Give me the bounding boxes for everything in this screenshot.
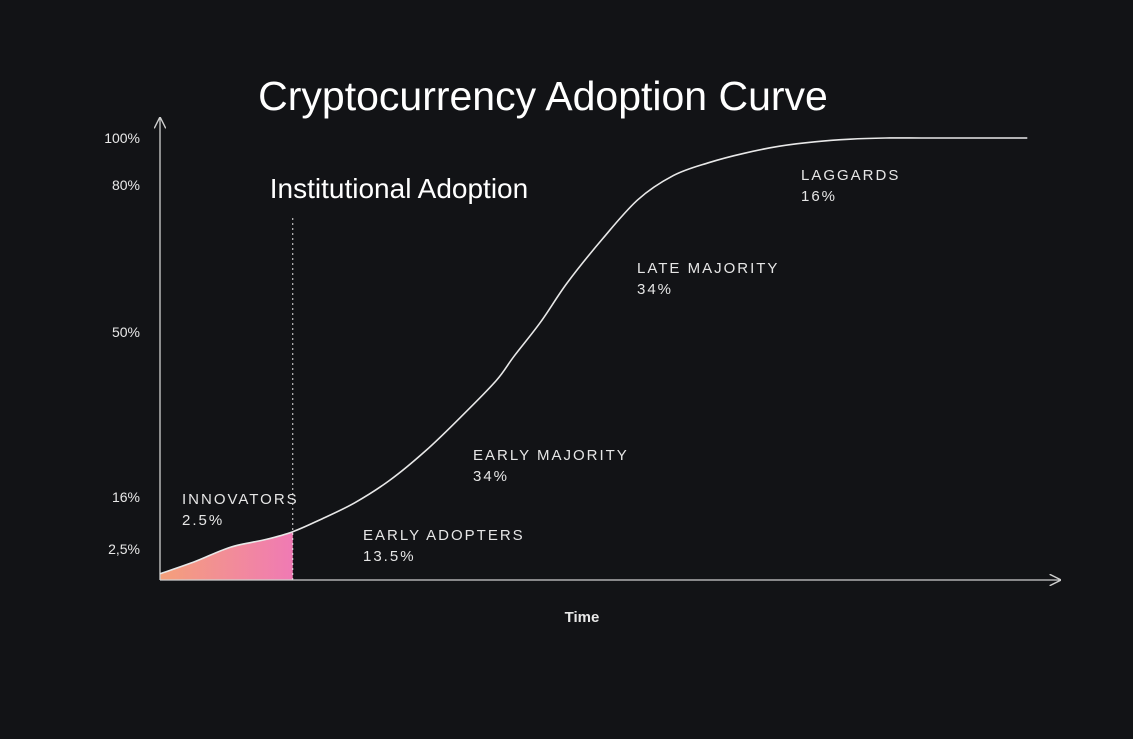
segment-share-label: 2.5%: [182, 512, 224, 529]
innovators-shaded-region: [160, 531, 293, 580]
segment-name-label: LATE MAJORITY: [637, 260, 779, 277]
segment-labels: INNOVATORS 2.5% EARLY ADOPTERS 13.5% EARLY M…: [182, 167, 900, 565]
y-tick-labels: 100% 80% 50% 16% 2,5%: [104, 130, 140, 557]
segment-name-label: LAGGARDS: [801, 167, 900, 184]
y-tick-label: 2,5%: [108, 541, 140, 557]
y-tick-label: 100%: [104, 130, 140, 146]
chart-title: Cryptocurrency Adoption Curve: [258, 73, 828, 119]
segment-share-label: 13.5%: [363, 548, 416, 565]
segment-name-label: EARLY ADOPTERS: [363, 527, 525, 544]
y-tick-label: 80%: [112, 177, 140, 193]
institutional-adoption-label: Institutional Adoption: [270, 173, 528, 204]
segment-name-label: EARLY MAJORITY: [473, 447, 629, 464]
y-tick-label: 16%: [112, 489, 140, 505]
adoption-curve-line: [159, 137, 1028, 575]
y-tick-label: 50%: [112, 324, 140, 340]
segment-name-label: INNOVATORS: [182, 491, 299, 508]
segment-share-label: 16%: [801, 188, 837, 205]
segment-share-label: 34%: [637, 281, 673, 298]
segment-share-label: 34%: [473, 468, 509, 485]
x-axis-label: Time: [565, 609, 600, 626]
